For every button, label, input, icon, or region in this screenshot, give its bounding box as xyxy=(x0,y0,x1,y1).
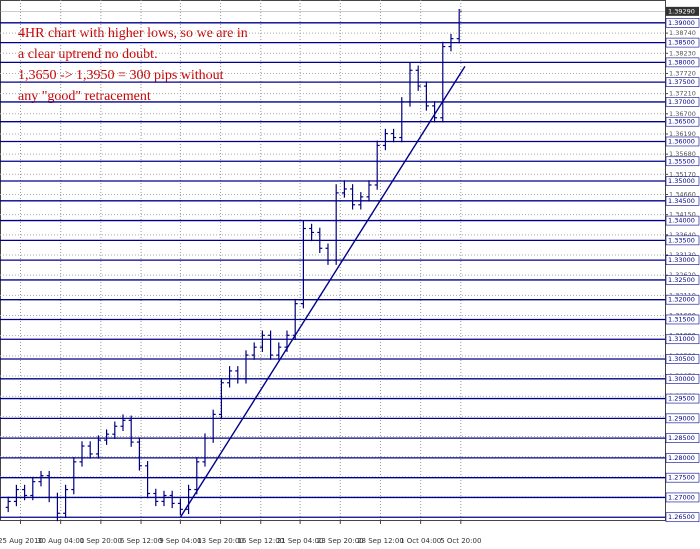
level-label: 1.36500 xyxy=(668,118,695,126)
level-label-box xyxy=(665,37,700,48)
x-tick-label: 5 Oct 20:00 xyxy=(440,537,481,545)
x-tick-label: 1 Oct 04:00 xyxy=(400,537,441,545)
annotation: 1,3650 -> 1,3950 = 300 pips without xyxy=(18,68,224,83)
level-label-box xyxy=(665,255,700,265)
level-label: 1.36000 xyxy=(668,137,695,145)
y-tick-label: 1.34150 xyxy=(669,211,696,219)
level-label: 1.39000 xyxy=(668,19,695,27)
level-label: 1.33500 xyxy=(668,236,695,244)
level-label: 1.38000 xyxy=(668,58,695,66)
level-label: 1.30500 xyxy=(668,355,695,363)
level-label: 1.27000 xyxy=(668,493,695,501)
level-label: 1.31500 xyxy=(668,315,695,323)
level-label-box xyxy=(665,512,700,523)
level-label-box xyxy=(665,472,700,483)
annotation: any "good" retracement xyxy=(18,89,151,104)
level-label: 1.27500 xyxy=(668,474,695,482)
x-tick-label: 9 Sep 04:00 xyxy=(159,537,201,545)
level-label: 1.28500 xyxy=(668,434,695,442)
level-label: 1.31000 xyxy=(668,335,695,343)
x-tick-label: 13 Sep 20:00 xyxy=(197,537,244,545)
x-tick-label: 30 Aug 04:00 xyxy=(37,537,84,545)
x-tick-label: 25 Aug 2010 xyxy=(0,537,43,545)
level-label: 1.34000 xyxy=(668,217,695,225)
y-tick-label: 1.37720 xyxy=(669,69,696,77)
y-tick-label: 1.34660 xyxy=(669,190,696,198)
x-tick-label: 1 Sep 20:00 xyxy=(80,537,122,545)
level-label: 1.37500 xyxy=(668,78,695,86)
level-label-box xyxy=(665,215,700,226)
level-label: 1.32500 xyxy=(668,276,695,284)
level-label-box xyxy=(665,77,700,87)
level-label-box xyxy=(665,116,700,127)
level-label-box xyxy=(665,334,700,345)
level-label-box xyxy=(665,314,700,325)
level-label: 1.26500 xyxy=(668,513,695,521)
level-label-box xyxy=(665,492,700,503)
y-tick-label: 1.37210 xyxy=(669,90,696,98)
level-label: 1.28000 xyxy=(668,454,695,462)
x-tick-label: 21 Sep 04:00 xyxy=(277,537,324,545)
level-label-box xyxy=(665,97,700,107)
level-label-box xyxy=(665,235,700,246)
level-label-box xyxy=(665,275,700,285)
last-price-box xyxy=(666,6,699,16)
level-label-box xyxy=(665,354,700,364)
level-label: 1.35000 xyxy=(668,177,695,185)
level-label: 1.29500 xyxy=(668,395,695,403)
level-label: 1.29000 xyxy=(668,414,695,422)
level-label-box xyxy=(665,373,700,384)
x-tick-label: 23 Sep 20:00 xyxy=(317,537,364,545)
x-tick-label: 28 Sep 12:00 xyxy=(357,537,404,545)
y-tick-label: 1.38230 xyxy=(669,49,696,57)
level-label: 1.38500 xyxy=(668,39,695,47)
x-tick-label: 16 Sep 12:00 xyxy=(237,537,284,545)
level-label-box xyxy=(665,156,700,167)
level-label-box xyxy=(665,196,700,206)
y-tick-label: 1.38740 xyxy=(669,29,696,37)
level-label-box xyxy=(665,453,700,463)
y-tick-label: 1.33130 xyxy=(669,251,696,259)
level-label-box xyxy=(665,413,700,424)
level-label: 1.35500 xyxy=(668,157,695,165)
level-label: 1.34500 xyxy=(668,197,695,205)
x-tick-label: 6 Sep 12:00 xyxy=(120,537,162,545)
level-label-box xyxy=(665,176,700,186)
level-label: 1.32000 xyxy=(668,296,695,304)
level-label-box xyxy=(665,433,700,443)
level-label-box xyxy=(665,57,700,68)
level-label-box xyxy=(665,136,700,147)
level-label: 1.33000 xyxy=(668,256,695,264)
y-tick-label: 1.35680 xyxy=(669,150,696,158)
level-label-box xyxy=(665,294,700,305)
trend-line xyxy=(179,65,466,518)
level-label: 1.37000 xyxy=(668,98,695,106)
last-price-label: 1.39290 xyxy=(668,7,695,15)
level-label: 1.30000 xyxy=(668,375,695,383)
y-tick-label: 1.36190 xyxy=(669,130,696,138)
y-tick-label: 1.35170 xyxy=(669,170,696,178)
level-label-box xyxy=(665,393,700,404)
y-tick-label: 1.36700 xyxy=(669,110,696,118)
level-label-box xyxy=(665,18,700,28)
y-tick-label: 1.33640 xyxy=(669,231,696,239)
annotation: a clear uptrend no doubt. xyxy=(18,47,158,62)
